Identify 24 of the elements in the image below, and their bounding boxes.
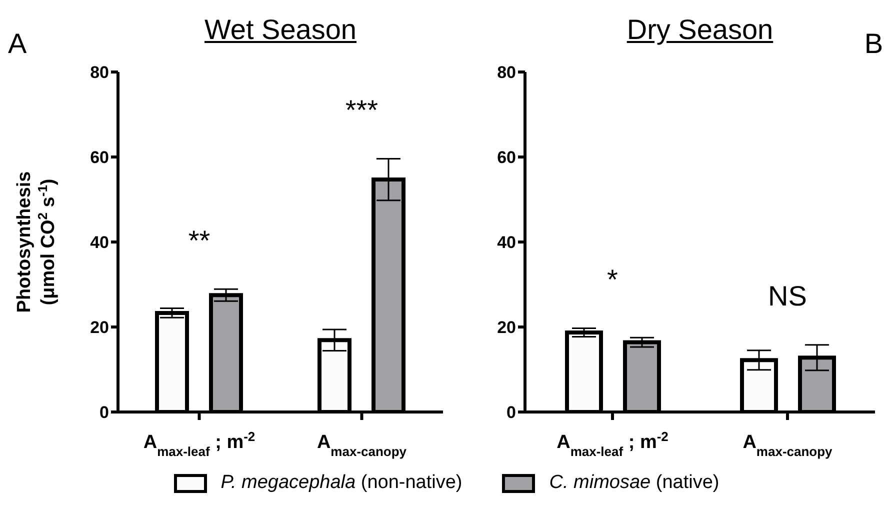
legend-label: P. megacephala (non-native) [220, 472, 462, 494]
x-tick-label: A$_{max-canopy}$ [316, 432, 408, 458]
y-tick-label: 40 [497, 233, 516, 252]
x-tick-label: A$_{max-leaf}$ ; m$^{-2}$ [143, 428, 256, 458]
annotation: ** [188, 224, 210, 256]
text: B [864, 28, 883, 60]
x-tick-label: A$_{max-leaf}$ ; m$^{-2}$ [556, 428, 668, 458]
y-tick-label: 0 [506, 403, 516, 422]
y-tick-label: 20 [90, 318, 109, 338]
text: A [8, 28, 27, 60]
y-tick-label: 60 [90, 148, 109, 168]
annotation: * [607, 264, 618, 295]
y-tick-label: 0 [100, 403, 109, 422]
chart-title: Wet Season [203, 14, 358, 46]
y-tick-label: 80 [90, 63, 109, 82]
x-tick-label: A$_{max-canopy}$ [742, 432, 834, 458]
annotation: *** [345, 94, 378, 126]
y-tick-label: 20 [497, 318, 516, 338]
chart-title: Dry Season [626, 14, 774, 45]
y-tick-label: 40 [90, 233, 109, 252]
legend-label: C. mimosae (native) [549, 472, 720, 494]
y-tick-label: 60 [497, 148, 516, 168]
y-tick-label: 80 [497, 63, 516, 82]
annotation: NS [768, 280, 807, 312]
